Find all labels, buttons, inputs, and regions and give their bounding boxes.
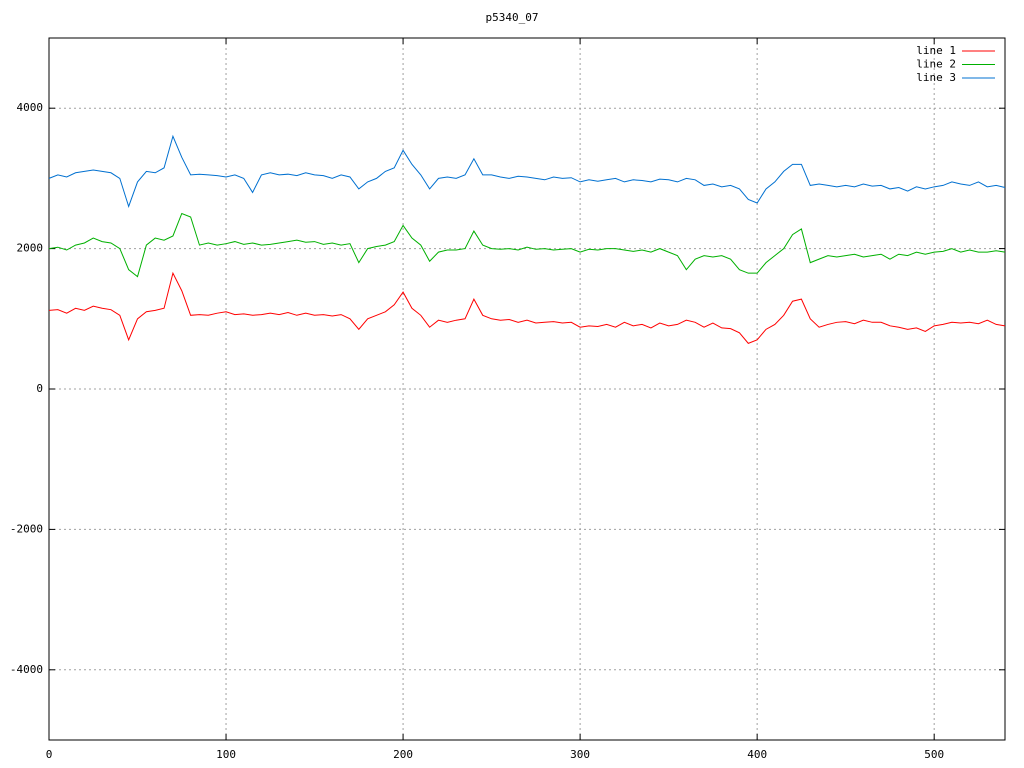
series-line <box>48 212 1006 278</box>
y-tick-label: -2000 <box>10 522 43 535</box>
x-tick-label: 500 <box>924 748 944 761</box>
x-tick-label: 100 <box>216 748 236 761</box>
plot-border <box>48 37 1006 741</box>
legend-label: line 2 <box>916 58 956 71</box>
legend-label: line 1 <box>916 44 956 57</box>
y-tick-label: -4000 <box>10 663 43 676</box>
legend-label: line 3 <box>916 71 956 84</box>
y-tick-label: 2000 <box>17 242 44 255</box>
x-tick-label: 0 <box>46 748 53 761</box>
y-tick-label: 4000 <box>17 101 44 114</box>
x-tick-label: 300 <box>570 748 590 761</box>
y-tick-label: 0 <box>36 382 43 395</box>
chart-title: p5340_07 <box>486 11 539 24</box>
series-line <box>48 271 1006 344</box>
x-tick-label: 400 <box>747 748 767 761</box>
x-tick-label: 200 <box>393 748 413 761</box>
series-line <box>48 134 1006 209</box>
